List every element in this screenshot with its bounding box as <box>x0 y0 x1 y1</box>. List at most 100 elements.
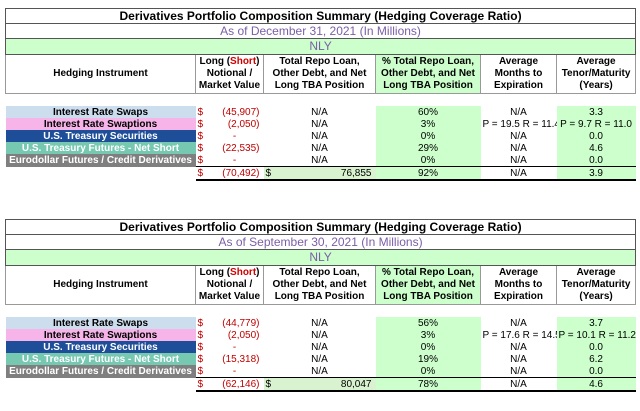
table-row: Eurodollar Futures / Credit Derivatives … <box>5 154 636 167</box>
total-repo-value: 76,855 <box>340 167 372 179</box>
header-instrument: Hedging Instrument <box>5 265 196 305</box>
total-notional: (62,146) <box>207 377 264 392</box>
tenor-value: 6.2 <box>556 353 636 365</box>
header-short: Short <box>230 267 257 278</box>
header-pct: % Total Repo Loan, Other Debt, and Net L… <box>375 265 481 305</box>
repo-value: N/A <box>311 317 328 329</box>
header-instrument: Hedging Instrument <box>5 54 196 94</box>
table-row: Interest Rate Swaps $ (45,907) N/A 60% N… <box>5 106 636 118</box>
tenor-value: 3.7 <box>556 317 636 329</box>
months-value: P = 19.5 R = 11.4 <box>482 118 557 130</box>
repo-value: N/A <box>311 154 328 166</box>
dollar-sign: $ <box>197 365 204 377</box>
notional-value: - <box>232 154 237 166</box>
total-notional: (70,492) <box>207 166 264 181</box>
tenor-value: 0.0 <box>556 341 636 353</box>
header-tenor: Average Tenor/Maturity (Years) <box>555 265 637 305</box>
instrument-name: Interest Rate Swaptions <box>5 118 196 130</box>
dollar-sign: $ <box>197 341 204 353</box>
repo-value: N/A <box>311 341 328 353</box>
pct-value: 0% <box>375 154 481 167</box>
notional-value: - <box>232 365 237 377</box>
tenor-value: 0.0 <box>556 154 636 167</box>
table-date: As of December 31, 2021 (In Millions) <box>4 23 637 39</box>
instrument-name: Eurodollar Futures / Credit Derivatives <box>5 154 196 167</box>
dollar-sign: $ <box>197 130 204 142</box>
months-value: N/A <box>510 317 527 329</box>
total-pct: 78% <box>375 377 481 392</box>
total-blank <box>6 167 196 181</box>
tenor-value: P = 9.7 R = 11.0 <box>556 118 636 130</box>
total-tenor: 4.6 <box>556 377 636 392</box>
repo-value: N/A <box>311 106 328 118</box>
dollar-sign: $ <box>197 317 204 329</box>
dollar-sign: $ <box>197 353 204 365</box>
header-long-b: ) Notional / Market Value <box>198 267 261 302</box>
pct-value: 3% <box>375 329 481 341</box>
notional-value: (22,535) <box>222 142 260 154</box>
months-value: N/A <box>510 154 527 166</box>
dollar-sign: $ <box>197 329 204 341</box>
notional-value: - <box>232 130 237 142</box>
table-row: U.S. Treasury Futures - Net Short $ (22,… <box>5 142 636 154</box>
table-date: As of September 30, 2021 (In Millions) <box>4 234 637 250</box>
dollar-sign: $ <box>265 167 272 179</box>
total-row: $ (70,492) $76,855 92% N/A 3.9 <box>6 166 636 181</box>
instrument-name: U.S. Treasury Futures - Net Short <box>5 353 196 365</box>
total-repo-value: 80,047 <box>340 378 372 390</box>
table-row: U.S. Treasury Futures - Net Short $ (15,… <box>5 353 636 365</box>
notional-value: (44,779) <box>222 317 260 329</box>
dollar-sign: $ <box>195 166 208 181</box>
instrument-name: U.S. Treasury Futures - Net Short <box>5 142 196 154</box>
dollar-sign: $ <box>265 378 272 390</box>
months-value: N/A <box>510 142 527 154</box>
header-repo: Total Repo Loan, Other Debt, and Net Lon… <box>263 265 376 305</box>
months-value: N/A <box>510 106 527 118</box>
pct-value: 29% <box>375 142 481 154</box>
header-long-short: Long (Short) Notional / Market Value <box>195 265 264 305</box>
spacer <box>6 305 636 318</box>
pct-value: 0% <box>375 365 481 378</box>
table-title: Derivatives Portfolio Composition Summar… <box>4 219 637 235</box>
notional-value: (45,907) <box>222 106 260 118</box>
months-value: N/A <box>510 130 527 142</box>
table-title: Derivatives Portfolio Composition Summar… <box>4 8 637 24</box>
header-long-a: Long ( <box>199 267 231 278</box>
header-long-a: Long ( <box>199 56 231 67</box>
dollar-sign: $ <box>197 106 204 118</box>
notional-value: (2,050) <box>227 118 260 130</box>
table-row: Eurodollar Futures / Credit Derivatives … <box>5 365 636 378</box>
table-row: Interest Rate Swaptions $ (2,050) N/A 3%… <box>5 329 636 341</box>
header-pct: % Total Repo Loan, Other Debt, and Net L… <box>375 54 481 94</box>
header-tenor: Average Tenor/Maturity (Years) <box>555 54 637 94</box>
pct-value: 56% <box>375 317 481 329</box>
repo-value: N/A <box>311 365 328 377</box>
months-value: P = 17.6 R = 14.5 <box>482 329 557 341</box>
pct-value: 0% <box>375 341 481 353</box>
instrument-name: Interest Rate Swaps <box>5 317 196 329</box>
total-blank <box>6 378 196 392</box>
total-row: $ (62,146) $80,047 78% N/A 4.6 <box>6 377 636 392</box>
repo-value: N/A <box>311 353 328 365</box>
notional-value: (15,318) <box>222 353 260 365</box>
months-value: N/A <box>510 341 527 353</box>
table-row: Interest Rate Swaps $ (44,779) N/A 56% N… <box>5 317 636 329</box>
table-entity: NLY <box>4 249 637 266</box>
header-repo: Total Repo Loan, Other Debt, and Net Lon… <box>263 54 376 94</box>
total-pct: 92% <box>375 166 481 181</box>
header-months: Average Months to Expiration <box>480 54 557 94</box>
instrument-name: Interest Rate Swaps <box>5 106 196 118</box>
months-value: N/A <box>510 353 527 365</box>
table-row: U.S. Treasury Securities $ - N/A 0% N/A … <box>5 341 636 353</box>
table-row: U.S. Treasury Securities $ - N/A 0% N/A … <box>5 130 636 142</box>
tenor-value: 3.3 <box>556 106 636 118</box>
composition-table-sep-2021: Derivatives Portfolio Composition Summar… <box>4 219 637 392</box>
tenor-value: P = 10.1 R = 11.2 <box>556 329 636 341</box>
total-months: N/A <box>480 377 557 392</box>
header-short: Short <box>230 56 257 67</box>
total-repo: $80,047 <box>263 377 376 392</box>
instrument-name: U.S. Treasury Securities <box>5 341 196 353</box>
pct-value: 0% <box>375 130 481 142</box>
dollar-sign: $ <box>197 118 204 130</box>
pct-value: 60% <box>375 106 481 118</box>
